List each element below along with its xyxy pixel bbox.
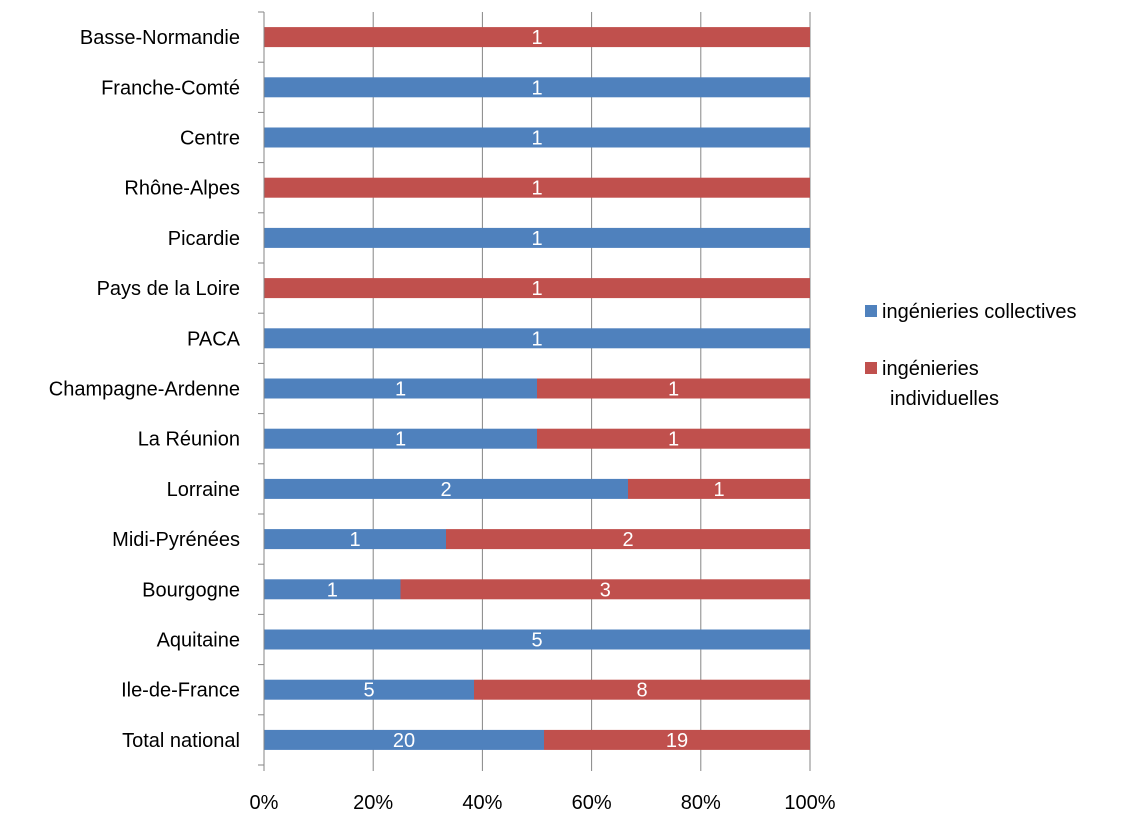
bar-segment <box>264 378 537 399</box>
category-labels: Basse-Normandie Franche-Comté Centre Rhône-… <box>49 27 241 752</box>
x-tick-label: 60% <box>572 792 612 814</box>
x-tick-label: 80% <box>681 792 721 814</box>
bar-segment <box>264 278 810 299</box>
bar-segment <box>264 679 474 700</box>
data-label: 8 <box>636 680 647 702</box>
category-label: Total national <box>122 730 240 752</box>
x-tick-label: 40% <box>462 792 502 814</box>
data-label: 1 <box>327 579 338 601</box>
bar-segment <box>264 27 810 48</box>
bar-segment <box>264 529 446 550</box>
category-label: PACA <box>187 328 241 350</box>
bar-segment <box>474 679 810 700</box>
data-label: 1 <box>395 429 406 451</box>
bar-segment <box>264 579 401 600</box>
bar-segment <box>537 428 810 449</box>
legend-label-individuelles-line1: ingénieries <box>882 358 979 380</box>
bar-segment <box>264 177 810 198</box>
x-tick-label: 100% <box>784 792 835 814</box>
bar-segment <box>544 729 810 750</box>
data-label: 19 <box>666 730 688 752</box>
category-label: Ile-de-France <box>121 680 240 702</box>
category-label: Centre <box>180 128 240 150</box>
data-label: 1 <box>349 529 360 551</box>
data-labels: 1 1 1 1 1 1 1 1 1 1 1 2 1 1 2 1 3 5 5 8 20 19 <box>327 27 725 752</box>
category-label: Champagne-Ardenne <box>49 379 240 401</box>
data-label: 1 <box>531 77 542 99</box>
category-label: Rhône-Alpes <box>124 178 240 200</box>
bar-segment <box>264 478 628 499</box>
x-tick-label: 20% <box>353 792 393 814</box>
category-label: Picardie <box>168 228 240 250</box>
data-label: 1 <box>713 479 724 501</box>
legend-label-collectives: ingénieries collectives <box>882 301 1077 323</box>
data-label: 1 <box>531 178 542 200</box>
legend-swatch-collectives <box>865 305 877 317</box>
bar-segment <box>446 529 810 550</box>
data-label: 2 <box>622 529 633 551</box>
data-label: 3 <box>600 579 611 601</box>
legend-swatch-individuelles <box>865 362 877 374</box>
axes <box>258 11 811 771</box>
data-label: 1 <box>668 429 679 451</box>
bar-segment <box>264 428 537 449</box>
category-label: Pays de la Loire <box>97 278 240 300</box>
data-label: 5 <box>363 680 374 702</box>
bar-segment <box>628 478 810 499</box>
x-tick-labels: 0% 20% 40% 60% 80% 100% <box>250 792 836 814</box>
category-label: Bourgogne <box>142 579 240 601</box>
bar-segment <box>264 629 810 650</box>
data-label: 1 <box>531 278 542 300</box>
category-label: Aquitaine <box>157 630 240 652</box>
legend-label-individuelles-line2: individuelles <box>890 388 999 410</box>
data-label: 1 <box>531 128 542 150</box>
bars <box>264 27 810 750</box>
data-label: 20 <box>393 730 415 752</box>
data-label: 1 <box>531 328 542 350</box>
data-label: 1 <box>531 27 542 49</box>
bar-segment <box>400 579 810 600</box>
category-label: Basse-Normandie <box>80 27 240 49</box>
category-label: La Réunion <box>138 429 240 451</box>
bar-segment <box>537 378 810 399</box>
bar-segment <box>264 77 810 98</box>
x-tick-label: 0% <box>250 792 279 814</box>
bar-segment <box>264 227 810 248</box>
category-label: Lorraine <box>167 479 240 501</box>
bar-segment <box>264 729 544 750</box>
data-label: 5 <box>531 630 542 652</box>
data-label: 2 <box>440 479 451 501</box>
data-label: 1 <box>531 228 542 250</box>
bar-segment <box>264 328 810 349</box>
data-label: 1 <box>668 379 679 401</box>
legend: ingénieries collectives ingénieries indi… <box>865 301 1077 410</box>
category-label: Franche-Comté <box>101 77 240 99</box>
data-label: 1 <box>395 379 406 401</box>
bar-segment <box>264 127 810 148</box>
category-label: Midi-Pyrénées <box>112 529 240 551</box>
